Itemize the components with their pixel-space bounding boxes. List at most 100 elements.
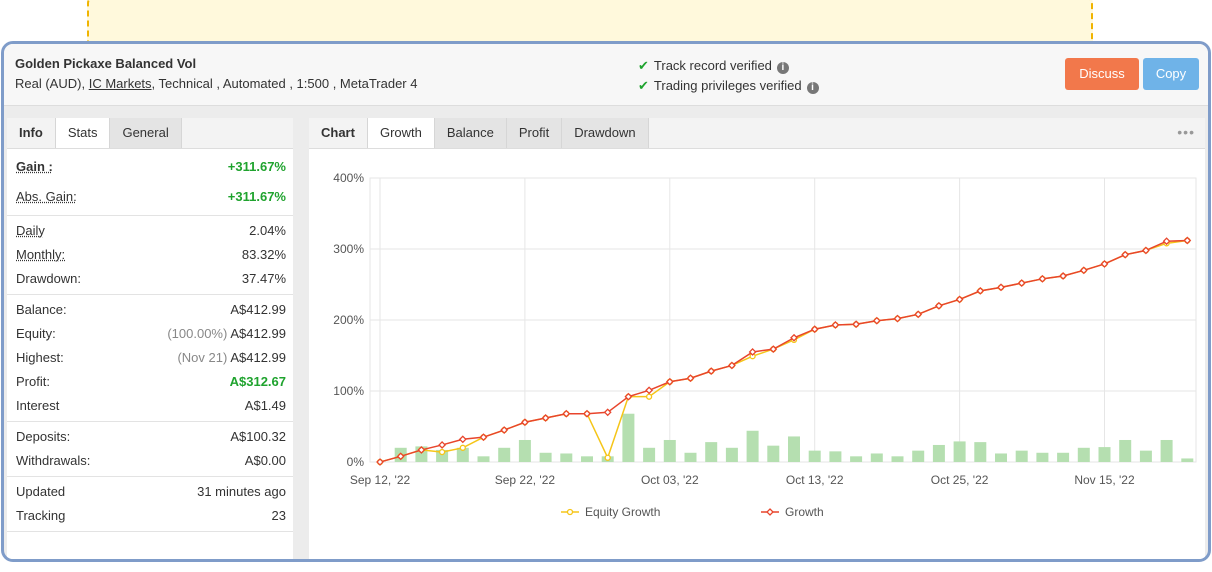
marker xyxy=(997,283,1005,292)
stats-value: 2.04% xyxy=(249,223,286,238)
marker xyxy=(1038,274,1047,283)
stats-label: Profit: xyxy=(16,374,50,389)
subtitle: Real (AUD), IC Markets, Technical , Auto… xyxy=(15,76,417,91)
bar xyxy=(912,450,925,462)
bar xyxy=(1119,439,1132,462)
stats-value-wrap: A$412.99 xyxy=(230,298,286,322)
bar xyxy=(518,439,531,462)
stats-value: A$312.67 xyxy=(229,374,286,389)
marker xyxy=(417,446,426,454)
marker xyxy=(376,458,384,466)
marker xyxy=(1059,272,1068,280)
bar xyxy=(1036,452,1049,462)
tab[interactable]: Balance xyxy=(434,118,507,148)
bar xyxy=(1015,450,1028,462)
tab: Info xyxy=(7,118,56,148)
stats-group: Deposits: A$100.32 Withdrawals: A$0.00 xyxy=(7,422,293,477)
marker xyxy=(479,433,488,442)
marker xyxy=(1079,266,1088,275)
stats-group: Balance: A$412.99 Equity: (100.00%) A$412.99… xyxy=(7,295,293,422)
stats-value-wrap: (100.00%) A$412.99 xyxy=(167,322,286,346)
frame: Golden Pickaxe Balanced Vol Real (AUD), … xyxy=(1,41,1211,562)
x-tick-label: Oct 13, '22 xyxy=(786,473,844,487)
marker xyxy=(500,426,509,434)
bar xyxy=(746,430,759,462)
bar xyxy=(663,439,676,462)
tab[interactable]: General xyxy=(110,118,182,148)
marker xyxy=(459,444,466,451)
marker xyxy=(1141,246,1150,255)
stats-label: Tracking xyxy=(16,508,66,523)
x-tick-label: Sep 22, '22 xyxy=(495,473,556,487)
marker xyxy=(934,301,943,310)
marker xyxy=(686,374,695,383)
bar xyxy=(995,453,1007,462)
marker xyxy=(1100,259,1109,268)
tab[interactable]: Profit xyxy=(506,118,563,148)
y-tick-label: 200% xyxy=(333,313,364,327)
stats-group: Daily 2.04% Monthly: 83.32% Drawdown: 37.47% xyxy=(7,216,293,295)
bar xyxy=(1181,458,1194,462)
stats-note: (100.00%) xyxy=(167,326,228,341)
marker xyxy=(727,361,736,370)
bar xyxy=(1077,447,1090,462)
bar xyxy=(477,456,490,462)
marker xyxy=(665,377,674,386)
bar xyxy=(808,450,821,462)
title: Golden Pickaxe Balanced Vol xyxy=(15,56,197,71)
stats-label: Drawdown: xyxy=(16,271,82,286)
marker xyxy=(872,316,881,325)
stats-label: Abs. Gain: xyxy=(16,189,77,204)
marker xyxy=(1121,250,1130,259)
y-tick-label: 400% xyxy=(333,171,364,185)
broker-link[interactable]: IC Markets xyxy=(88,76,152,91)
stats-row: Balance: A$412.99 xyxy=(7,298,293,322)
tab[interactable]: Growth xyxy=(367,118,435,148)
stats-label: Gain : xyxy=(16,159,53,174)
stats-label: Monthly: xyxy=(16,247,66,262)
marker xyxy=(645,393,653,400)
account-type: Real (AUD), xyxy=(15,76,86,91)
marker xyxy=(766,508,774,516)
stats-value: A$100.32 xyxy=(230,429,286,444)
stats-label: Updated xyxy=(16,484,66,499)
marker xyxy=(396,452,405,461)
verification: Track record verified xyxy=(638,56,819,76)
bar xyxy=(932,444,945,462)
stats-value: A$1.49 xyxy=(244,398,286,413)
bar xyxy=(456,447,469,462)
marker xyxy=(1162,237,1171,246)
stats-value-wrap: 83.32% xyxy=(242,243,286,267)
stats-row: Withdrawals: A$0.00 xyxy=(7,449,293,473)
marker xyxy=(458,435,467,444)
stats-row: Monthly: 83.32% xyxy=(7,243,293,267)
verifications: Track record verified Trading privileges… xyxy=(638,56,819,96)
bar xyxy=(705,442,718,462)
marker xyxy=(541,414,550,422)
stats-label: Highest: xyxy=(16,350,64,365)
marker xyxy=(852,320,861,329)
bar xyxy=(581,456,593,462)
stats-value-wrap: +311.67% xyxy=(228,182,286,212)
stats-row: Daily 2.04% xyxy=(7,219,293,243)
marker xyxy=(566,508,574,516)
tab[interactable]: Drawdown xyxy=(562,118,649,148)
bar xyxy=(829,451,842,462)
stats-row: Interest A$1.49 xyxy=(7,394,293,418)
discuss-button[interactable]: Discuss xyxy=(1065,58,1139,90)
line xyxy=(379,239,1188,463)
stats-row: Equity: (100.00%) A$412.99 xyxy=(7,322,293,346)
copy-button[interactable]: Copy xyxy=(1143,58,1199,90)
highlight-box xyxy=(87,0,1093,47)
legend-label: Growth xyxy=(785,505,824,519)
stats-label: Interest xyxy=(16,398,60,413)
stats-group: Gain : +311.67% Abs. Gain: +311.67% xyxy=(7,149,293,216)
tab[interactable]: Stats xyxy=(55,118,111,148)
stats-label: Balance: xyxy=(16,302,67,317)
bar xyxy=(1139,450,1152,462)
bar xyxy=(498,447,511,462)
menu[interactable]: ••• xyxy=(1177,124,1195,140)
stats-row: Updated 31 minutes ago xyxy=(7,480,293,504)
bar xyxy=(788,436,800,462)
